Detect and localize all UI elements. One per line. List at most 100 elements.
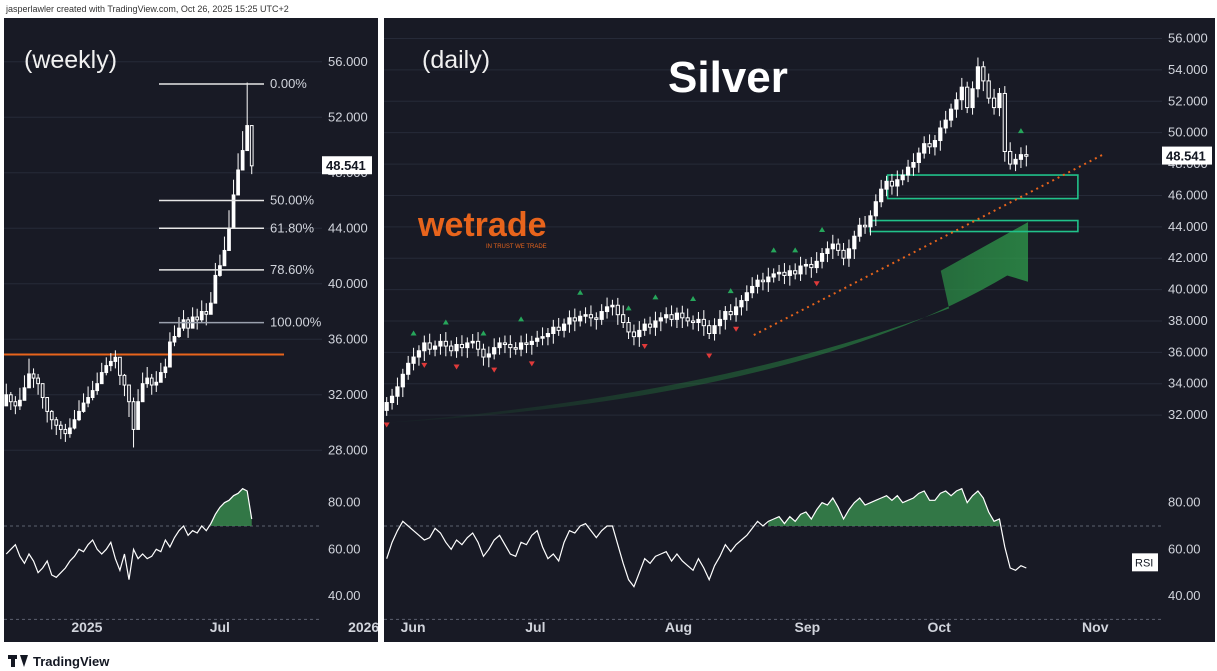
candle-body-up (77, 410, 81, 421)
up-signal-marker (577, 289, 584, 295)
candlestick (513, 342, 518, 355)
candlestick (647, 316, 653, 335)
candlestick (943, 110, 948, 134)
current-price-marker: 48.541 (1162, 146, 1212, 165)
candle-body-down (862, 224, 868, 228)
candlestick (422, 335, 427, 361)
candle-body-up (819, 252, 825, 262)
down-signal-marker (453, 364, 460, 370)
chart-title: Silver (668, 53, 788, 102)
candlestick (905, 159, 911, 183)
candle-body-up (172, 335, 177, 343)
candlestick (991, 88, 997, 115)
rsi-line (5, 487, 253, 580)
candlestick (13, 396, 18, 415)
fibonacci-level-label: 0.00% (270, 76, 307, 91)
candle-body-down (40, 383, 45, 399)
candle-body-up (771, 273, 776, 278)
candle-body-down (186, 319, 190, 329)
candle-body-up (454, 343, 459, 352)
candlestick (31, 368, 36, 388)
candlestick (707, 320, 712, 339)
candlestick (231, 179, 236, 229)
chart-credit: jasperlawler created with TradingView.co… (6, 4, 289, 14)
candle-body-up (1013, 158, 1018, 165)
candle-body-down (118, 356, 122, 376)
tradingview-footer[interactable]: TradingView (8, 652, 109, 670)
candle-body-down (685, 317, 690, 322)
rsi-tick-label: 60.00 (328, 541, 361, 556)
candle-body-up (970, 88, 975, 109)
price-tick-label: 32.000 (328, 387, 368, 402)
timeframe-label: (daily) (422, 46, 490, 74)
candlestick (604, 297, 610, 319)
price-tick-label: 38.000 (1168, 313, 1208, 328)
candlestick (674, 307, 680, 329)
candlestick (465, 337, 470, 358)
up-signal-marker (410, 330, 417, 336)
candle-body-up (922, 143, 927, 154)
candlestick (95, 372, 100, 395)
candlestick (249, 125, 254, 175)
candle-body-up (438, 340, 443, 347)
candlestick (68, 418, 72, 438)
price-tick-label: 34.000 (1168, 376, 1208, 391)
wetrade-tagline: IN TRUST WE TRADE (486, 244, 547, 250)
candlestick (400, 368, 405, 398)
weekly-chart-panel[interactable]: 0.00% 50.00% 61.80% 78.60% 100.00% 28.000 32.0… (4, 18, 378, 642)
up-signal-marker (480, 330, 487, 336)
candle-body-up (27, 373, 31, 389)
up-signal-marker (625, 305, 632, 311)
current-price-label: 48.541 (1166, 149, 1206, 164)
candle-body-up (158, 372, 163, 383)
candlestick (965, 81, 970, 114)
candlestick (77, 400, 81, 422)
candlestick (49, 410, 54, 430)
price-tick-label: 28.000 (328, 442, 368, 457)
candle-body-down (793, 270, 798, 275)
candlestick (104, 357, 109, 376)
candlestick (245, 82, 250, 152)
candlestick (168, 332, 172, 368)
candle-body-up (739, 300, 744, 308)
candle-body-up (578, 315, 583, 322)
candlestick (970, 81, 975, 115)
candle-body-up (108, 360, 113, 367)
candlestick (540, 327, 545, 346)
candlestick (470, 333, 475, 349)
candle-body-up (787, 270, 792, 276)
up-signal-marker (652, 294, 659, 300)
candle-body-down (669, 314, 674, 320)
candle-body-up (750, 285, 755, 294)
candlestick (27, 358, 31, 389)
candle-body-up (99, 372, 104, 385)
candle-body-up (905, 166, 911, 176)
candle-body-up (846, 248, 852, 259)
uptrend-arrow-watermark (384, 222, 1029, 423)
candle-body-up (997, 92, 1002, 109)
candle-body-up (610, 304, 615, 308)
candle-body-down (647, 323, 653, 328)
date-axis-label: Aug (665, 619, 692, 635)
candlestick (438, 333, 443, 355)
candlestick (136, 389, 140, 430)
candle-body-up (712, 325, 717, 335)
candle-body-up (830, 243, 835, 250)
candle-body-up (4, 394, 9, 407)
fibonacci-level-label: 50.00% (270, 193, 315, 208)
candle-body-down (841, 249, 846, 259)
date-axis-label: Jun (401, 619, 426, 635)
candlestick (932, 135, 938, 156)
candle-body-down (626, 322, 631, 333)
up-signal-marker (727, 288, 734, 294)
candle-body-down (965, 86, 970, 109)
candlestick (594, 312, 599, 330)
rsi-tick-label: 80.00 (1168, 495, 1201, 510)
up-signal-marker (1017, 128, 1024, 134)
fibonacci-level-label: 78.60% (270, 262, 315, 277)
candlestick (798, 256, 803, 281)
down-signal-marker (733, 326, 740, 332)
daily-chart-panel[interactable]: 32.000 34.000 36.000 38.000 40.000 42.000 44.0… (384, 18, 1215, 642)
candle-body-up (492, 347, 497, 355)
date-axis-label: Oct (927, 619, 951, 635)
